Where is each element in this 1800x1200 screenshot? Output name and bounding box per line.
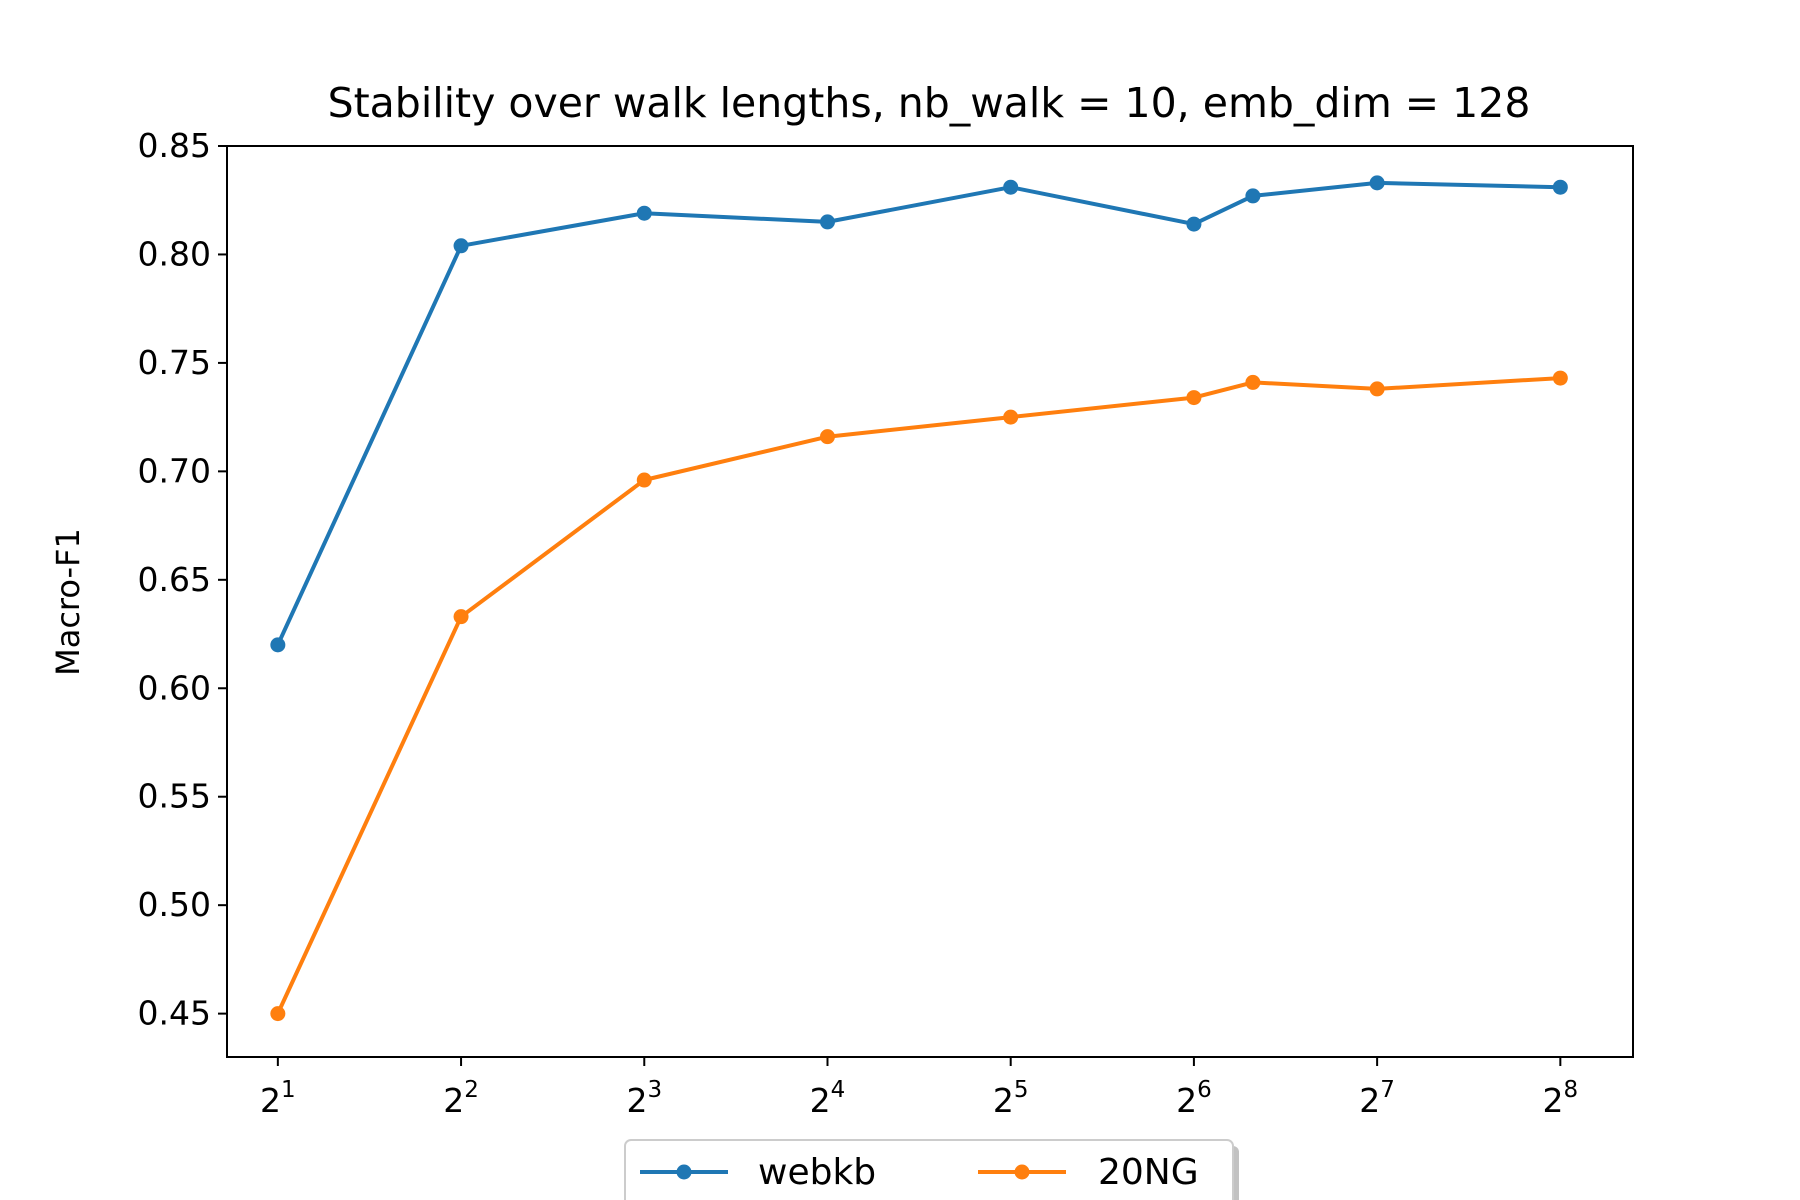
- x-tick-label: 22: [443, 1077, 479, 1120]
- data-point: [1552, 179, 1568, 195]
- data-point: [270, 1006, 286, 1022]
- data-point: [1552, 370, 1568, 386]
- data-point: [636, 205, 652, 221]
- series-line: [275, 180, 1561, 646]
- data-point: [1186, 390, 1202, 406]
- y-tick-label: 0.65: [138, 560, 211, 599]
- plot-frame: [226, 145, 1634, 1058]
- y-tick-label: 0.45: [138, 994, 211, 1033]
- data-point: [1369, 381, 1385, 397]
- x-tick-label: 25: [993, 1077, 1029, 1120]
- legend-label: 20NG: [1098, 1152, 1199, 1193]
- legend-entry-webkb: webkb: [640, 1152, 876, 1193]
- x-tick-label: 21: [260, 1077, 296, 1120]
- y-tick-label: 0.50: [138, 885, 211, 924]
- series-20NG: [270, 370, 1568, 1022]
- data-point: [1245, 188, 1261, 204]
- data-point: [1186, 216, 1202, 232]
- legend-label: webkb: [758, 1152, 876, 1193]
- legend-box: [624, 1139, 1234, 1200]
- data-point: [1369, 175, 1385, 191]
- series-line: [275, 376, 1561, 1015]
- y-tick-label: 0.80: [138, 234, 211, 273]
- data-point: [1245, 374, 1261, 390]
- legend-entry-20NG: 20NG: [978, 1152, 1199, 1193]
- y-tick-label: 0.70: [138, 451, 211, 490]
- x-tick-label: 24: [810, 1077, 846, 1120]
- data-point: [1003, 409, 1019, 425]
- x-tick-label: 27: [1359, 1077, 1395, 1120]
- data-point: [1003, 179, 1019, 195]
- data-point: [819, 214, 835, 230]
- y-tick-label: 0.60: [138, 668, 211, 707]
- x-tick-label: 23: [626, 1077, 662, 1120]
- legend-swatch-marker: [676, 1164, 692, 1180]
- y-tick-label: 0.55: [138, 777, 211, 816]
- data-point: [453, 238, 469, 254]
- x-tick-label: 26: [1176, 1077, 1212, 1120]
- x-axis-ticks: 21 22 23 24 25 26 27 28: [260, 1057, 1578, 1120]
- y-tick-label: 0.75: [138, 343, 211, 382]
- y-axis-ticks: 0.45 0.50 0.55 0.60 0.65 0.70 0.75 0.80 0.85: [138, 126, 227, 1033]
- data-point: [636, 472, 652, 488]
- data-point: [270, 637, 286, 653]
- series-webkb: [270, 175, 1568, 653]
- chart-title: Stability over walk lengths, nb_walk = 1…: [328, 79, 1531, 127]
- data-point: [453, 609, 469, 625]
- data-point: [819, 429, 835, 445]
- legend: webkb 20NG: [624, 1139, 1239, 1200]
- legend-swatch-marker: [1014, 1164, 1030, 1180]
- y-tick-label: 0.85: [138, 126, 211, 165]
- series-layer: [270, 175, 1568, 1022]
- y-axis-label: Macro-F1: [49, 528, 87, 676]
- x-tick-label: 28: [1543, 1077, 1579, 1120]
